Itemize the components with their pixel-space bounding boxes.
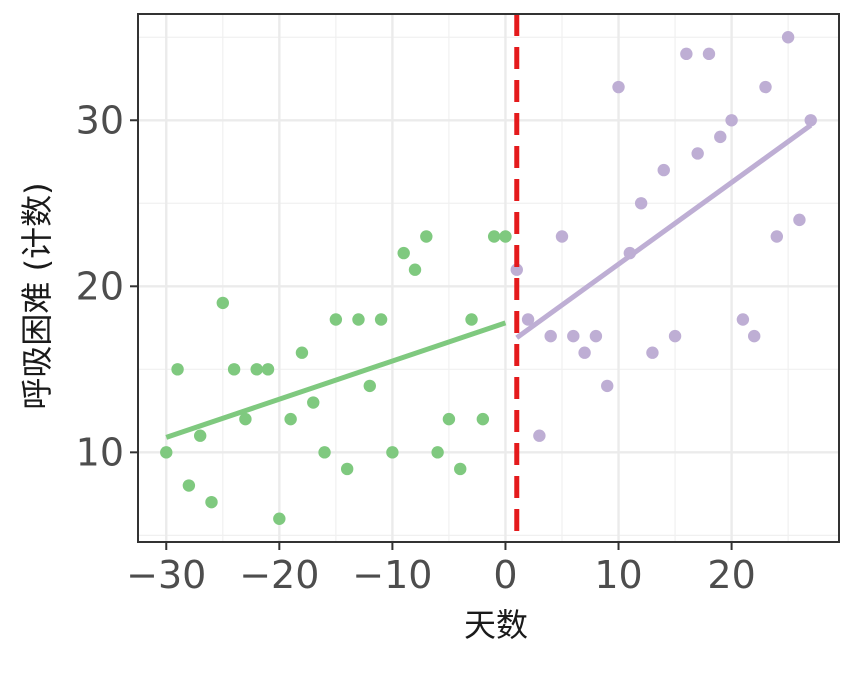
data-point [544,329,557,343]
data-point [804,114,817,127]
x-tick-label: 0 [493,553,517,597]
data-point [193,429,207,442]
data-point [295,346,309,359]
data-point [408,263,422,276]
x-axis-title: 天数 [464,606,528,644]
data-point [759,80,772,94]
data-point [725,114,738,127]
fit-line-2 [515,123,813,340]
data-point [363,379,376,393]
data-point [487,230,501,243]
data-point [284,412,297,426]
fit-lines [165,123,813,440]
data-point [227,363,241,376]
data-point [465,313,478,326]
data-point [578,346,591,359]
data-point [748,329,761,343]
data-point [171,363,184,376]
data-point [691,147,704,160]
plot-border [137,13,840,543]
data-point [239,412,252,426]
data-point [205,495,218,509]
data-point [318,446,331,459]
data-point [770,230,784,243]
data-point [521,313,535,326]
y-axis-ticks: 10 20 30 [76,98,138,474]
data-point [612,80,625,94]
data-point [397,246,410,260]
data-point [431,446,444,459]
data-point [634,197,648,210]
x-tick-label: 20 [707,553,755,597]
x-tick-label: −20 [239,553,319,597]
data-point [442,412,456,426]
data-point [680,47,693,61]
data-point [736,313,750,326]
data-point [702,47,716,61]
data-point [601,379,614,393]
y-axis-title: 呼吸困难 (计数) [18,182,56,409]
data-point [340,462,354,476]
data-point [510,263,523,276]
data-point [589,329,603,343]
data-point [307,396,320,409]
grid-minor [138,14,839,542]
data-point [454,462,467,476]
x-tick-label: −30 [126,553,206,597]
plot-background [138,14,839,542]
data-points [160,31,817,525]
data-point [329,313,343,326]
data-point [250,363,263,376]
x-tick-label: 10 [594,553,642,597]
x-axis-ticks: −30 −20 −10 0 10 20 [126,542,756,597]
y-tick-label: 20 [76,264,124,308]
data-point [374,313,388,326]
data-point [668,329,682,343]
fit-line-1 [165,320,507,440]
data-point [273,512,286,525]
data-point [657,163,670,177]
data-point [216,296,229,310]
data-point [793,213,806,227]
data-point [623,246,637,260]
data-point [781,31,795,44]
y-tick-label: 30 [76,98,124,142]
data-point [182,479,196,492]
data-point [261,363,275,376]
data-point [714,130,727,144]
data-point [420,230,433,243]
data-point [555,230,569,243]
x-tick-label: −10 [352,553,432,597]
data-point [567,329,580,343]
data-point [533,429,546,442]
data-point [160,446,173,459]
y-tick-label: 10 [76,430,124,474]
data-point [499,230,512,243]
data-point [386,446,399,459]
data-point [352,313,365,326]
data-point [646,346,659,359]
data-point [476,412,490,426]
